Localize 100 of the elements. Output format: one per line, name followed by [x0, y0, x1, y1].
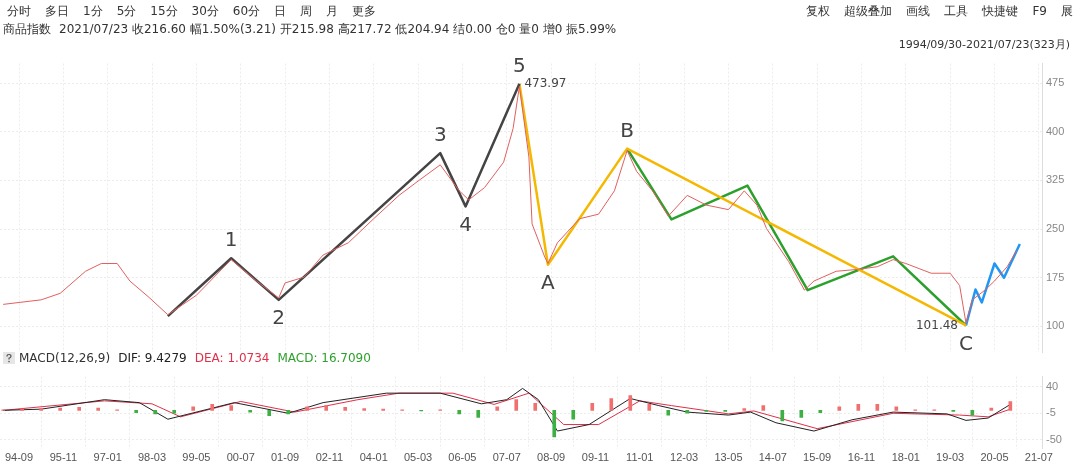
x-tick-label: 94-09: [4, 451, 34, 464]
x-tick-label: 16-11: [847, 451, 876, 464]
annotation: B: [620, 117, 634, 142]
bar: [666, 410, 671, 416]
bar: [39, 408, 43, 411]
text: 复权: [805, 2, 832, 20]
x-tick-label: 98-03: [137, 451, 167, 464]
x-tick-label: 12-03: [670, 451, 699, 464]
bar: [324, 405, 329, 411]
bar: [286, 410, 291, 415]
bar: [970, 410, 975, 416]
x-tick-label: 97-01: [93, 451, 122, 464]
bar: [590, 402, 595, 411]
y-tick-label: 475: [1046, 76, 1065, 89]
bar: [552, 410, 557, 438]
bar: [172, 410, 177, 414]
bar: [989, 407, 994, 411]
annotation: 1: [224, 227, 238, 252]
bar: [609, 398, 614, 411]
x-tick-label: 01-09: [270, 451, 300, 464]
x-tick-label: 99-05: [182, 451, 211, 464]
x-tick-label: 20-05: [980, 451, 1009, 464]
y-tick-label: 325: [1046, 173, 1065, 186]
bar: [229, 405, 234, 411]
y-tick-label: 100: [1046, 319, 1065, 332]
bar: [742, 408, 747, 411]
x-tick-label: 00-07: [226, 451, 255, 464]
text: 展: [1060, 2, 1074, 20]
bar: [305, 406, 310, 411]
x-tick-label: 08-09: [537, 451, 566, 464]
bar: [761, 405, 766, 411]
text: 快捷键: [981, 2, 1020, 20]
text: 1994/09/30-2021/07/23(323月): [897, 37, 1071, 53]
text: 分时: [6, 2, 32, 20]
text: 多日: [44, 2, 70, 20]
text: MACD: 16.7090: [277, 351, 371, 365]
bar: [533, 402, 538, 411]
text: 5分: [115, 2, 138, 20]
text: 15分: [149, 2, 179, 20]
bar: [685, 410, 690, 414]
bar: [1008, 401, 1013, 411]
x-tick-label: 05-03: [404, 451, 433, 464]
bar: [343, 407, 348, 411]
annotation: 101.48: [915, 317, 958, 332]
text: 日: [273, 2, 288, 20]
bar: [571, 410, 576, 420]
text: 60分: [231, 2, 262, 20]
annotation: 3: [433, 122, 447, 147]
text: 月: [325, 2, 340, 20]
text: 更多: [351, 2, 378, 20]
bar: [647, 404, 652, 411]
text: 1分: [82, 2, 104, 20]
y-tick-label: 175: [1046, 270, 1065, 283]
y-tick-label: 40: [1046, 379, 1059, 392]
annotation: 4: [459, 211, 472, 236]
annotation: C: [959, 330, 973, 355]
annotation: 5: [513, 52, 526, 77]
text: 画线: [905, 2, 932, 20]
text: 30分: [190, 2, 220, 20]
x-tick-label: 19-03: [936, 451, 965, 464]
text: DEA: 1.0734: [194, 351, 270, 365]
annotation: 473.97: [524, 75, 567, 90]
y-tick-label: -50: [1046, 432, 1062, 445]
chart-title: 商品指数: [3, 22, 51, 36]
bar: [267, 410, 272, 416]
bar: [362, 408, 367, 411]
x-tick-label: 04-01: [359, 451, 388, 464]
bar: [856, 404, 861, 411]
x-tick-label: 02-11: [315, 451, 344, 464]
bar: [628, 395, 633, 411]
annotation: A: [541, 269, 556, 294]
text: 超级叠加: [843, 2, 894, 20]
bar: [153, 410, 158, 415]
x-tick-label: 06-05: [448, 451, 477, 464]
x-tick-label: 09-11: [581, 451, 610, 464]
bar: [476, 410, 481, 418]
bar: [191, 406, 196, 411]
text: 工具: [943, 2, 970, 20]
bar: [457, 410, 462, 415]
bar: [96, 407, 101, 411]
bar: [58, 407, 63, 411]
bar: [799, 410, 804, 418]
y-tick-label: -5: [1046, 406, 1056, 419]
text: 周: [299, 2, 314, 20]
bar: [837, 406, 842, 411]
text: DIF: 9.4279: [118, 351, 187, 365]
x-tick-label: 13-05: [714, 451, 743, 464]
bar: [77, 407, 82, 411]
x-tick-label: 07-07: [492, 451, 521, 464]
x-tick-label: 15-09: [803, 451, 832, 464]
bar: [818, 410, 823, 414]
bar: [210, 404, 215, 411]
bar: [780, 410, 785, 422]
y-tick-label: 250: [1046, 222, 1065, 235]
x-tick-label: 95-11: [49, 451, 78, 464]
bar: [875, 404, 880, 411]
chart-subtitle: 2021/07/23 收216.60 幅1.50%(3.21) 开215.98 高217.72 低204.94 结0.00 仓0 量0 增0 振5.99%: [59, 22, 617, 36]
y-tick-label: 400: [1046, 124, 1065, 137]
annotation: 2: [272, 305, 286, 330]
x-tick-label: 21-07: [1024, 451, 1053, 464]
